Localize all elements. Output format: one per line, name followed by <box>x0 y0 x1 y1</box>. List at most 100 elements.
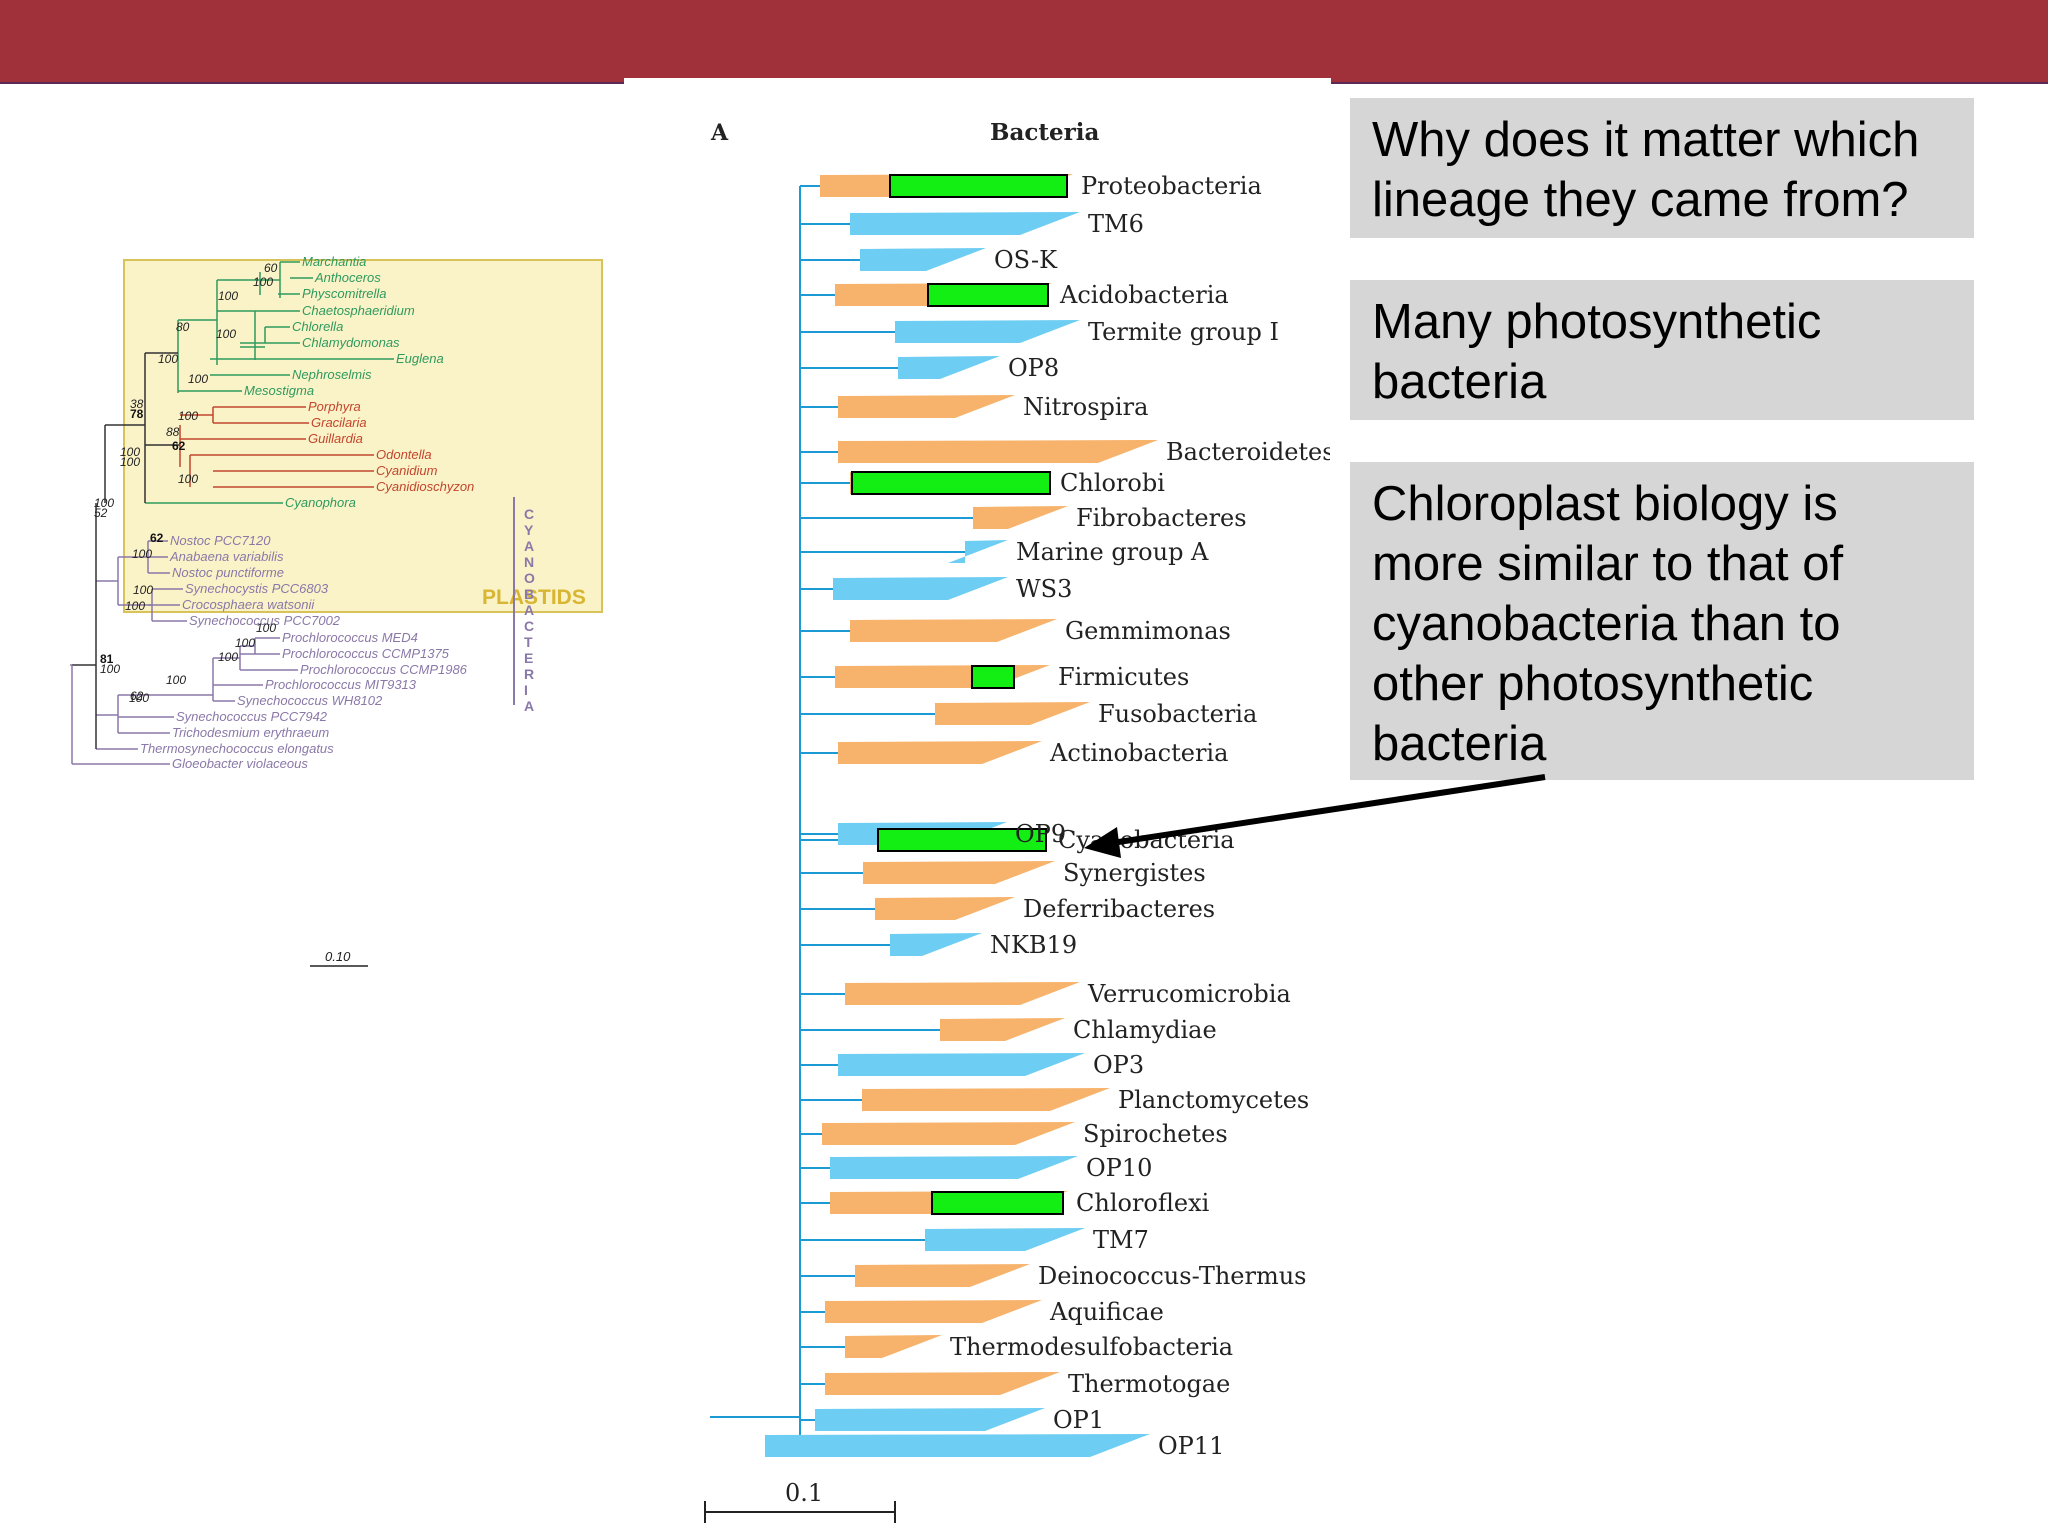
taxon-label: Firmicutes <box>1058 663 1189 691</box>
small-taxon-label: Trichodesmium erythraeum <box>172 725 329 740</box>
clade-wedge <box>935 702 1090 725</box>
taxon-label: Thermodesulfobacteria <box>950 1333 1233 1361</box>
clade-wedge <box>822 1122 1075 1145</box>
small-taxon-label: Nostoc punctiforme <box>172 565 284 580</box>
small-taxon-label: Chlamydomonas <box>302 335 400 350</box>
taxon-label: Acidobacteria <box>1059 281 1229 309</box>
small-taxon-label: Prochlorococcus CCMP1375 <box>282 646 450 661</box>
bootstrap-value: 100 <box>256 621 276 635</box>
clade-wedge <box>825 1300 1042 1323</box>
small-taxon-label: Anabaena variabilis <box>169 549 284 564</box>
callout-photosynthetic-bacteria: Many photosynthetic bacteria <box>1350 280 1974 420</box>
taxon-label: OS-K <box>994 246 1058 274</box>
clade-wedge <box>845 1335 942 1358</box>
bootstrap-value: 100 <box>235 636 255 650</box>
taxon-label: Verrucomicrobia <box>1087 980 1291 1008</box>
bootstrap-value: 88 <box>166 425 180 439</box>
taxon-label: Aquificae <box>1049 1298 1164 1326</box>
taxon-label: Thermotogae <box>1068 1370 1230 1398</box>
clade-wedge <box>898 356 1000 379</box>
small-taxon-label: Porphyra <box>308 399 361 414</box>
tree-title: Bacteria <box>990 119 1099 146</box>
clade-wedge <box>890 933 982 956</box>
small-taxon-label: Chlorella <box>292 319 343 334</box>
taxon-label: Chlamydiae <box>1073 1016 1217 1044</box>
clade-wedge <box>860 248 986 271</box>
main-scale-label: 0.1 <box>785 1479 823 1507</box>
bootstrap-value: 100 <box>129 691 149 705</box>
bootstrap-value: 100 <box>166 673 186 687</box>
small-taxon-label: Cyanidioschyzon <box>376 479 474 494</box>
taxon-label: Spirochetes <box>1083 1120 1228 1148</box>
clade-wedge <box>815 1408 1045 1431</box>
bootstrap-value: 100 <box>133 583 153 597</box>
taxon-label: Synergistes <box>1063 859 1206 887</box>
bootstrap-value: 100 <box>178 409 198 423</box>
taxon-label: Fibrobacteres <box>1076 504 1247 532</box>
small-taxon-label: Chaetosphaeridium <box>302 303 415 318</box>
taxon-label: WS3 <box>1016 575 1072 603</box>
taxon-label: Fusobacteria <box>1098 700 1257 728</box>
taxon-label: Termite group I <box>1088 318 1279 346</box>
photosynthetic-marker <box>931 1191 1064 1215</box>
clade-wedge <box>855 1264 1030 1287</box>
small-taxon-label: Marchantia <box>302 254 366 269</box>
taxon-label: Deferribacteres <box>1023 895 1215 923</box>
bootstrap-value: 100 <box>218 650 238 664</box>
clade-wedge <box>940 1018 1065 1041</box>
taxon-label: Gemmimonas <box>1065 617 1231 645</box>
clade-wedge <box>862 1088 1110 1111</box>
bootstrap-value: 100 <box>125 599 145 613</box>
clade-wedge <box>825 1372 1060 1395</box>
bootstrap-value: 100 <box>120 445 140 459</box>
header-notch <box>624 78 1331 86</box>
small-taxon-label: Synechocystis PCC6803 <box>185 581 329 596</box>
photosynthetic-marker <box>851 471 1051 495</box>
cyanobacteria-letter: R <box>524 666 534 682</box>
bootstrap-value: 80 <box>176 320 190 334</box>
cyanobacteria-letter: B <box>524 586 534 602</box>
small-taxon-label: Prochlorococcus MIT9313 <box>265 677 417 692</box>
bootstrap-value: 100 <box>132 547 152 561</box>
small-taxon-label: Thermosynechococcus elongatus <box>140 741 334 756</box>
small-taxon-label: Physcomitrella <box>302 286 387 301</box>
small-taxon-label: Odontella <box>376 447 432 462</box>
clade-wedge <box>838 395 1015 418</box>
taxon-label: Chlorobi <box>1060 469 1165 497</box>
cyanobacteria-letter: O <box>524 570 535 586</box>
cyanobacteria-letter: A <box>524 602 534 618</box>
cyanobacteria-letter: I <box>524 682 528 698</box>
taxon-label: Cyanobacteria <box>1058 826 1235 854</box>
plastids-label: PLASTIDS <box>482 586 586 609</box>
small-taxon-label: Cyanophora <box>285 495 356 510</box>
bootstrap-value: 100 <box>188 372 208 386</box>
clade-wedge <box>838 741 1042 764</box>
bootstrap-value: 62 <box>150 531 164 545</box>
small-taxon-label: Mesostigma <box>244 383 314 398</box>
taxon-label: Chloroflexi <box>1076 1189 1210 1217</box>
clade-wedge <box>863 861 1055 884</box>
taxon-label: OP11 <box>1158 1432 1224 1460</box>
main-scale-bar <box>704 1501 896 1523</box>
clade-wedge <box>838 440 1158 463</box>
cyanobacteria-letter: C <box>524 506 534 522</box>
plastids-box <box>123 259 603 613</box>
taxon-label: Marine group A <box>1016 538 1209 566</box>
small-scale-label: 0.10 <box>325 949 351 964</box>
bootstrap-value: 100 <box>253 275 273 289</box>
clade-wedge <box>830 1156 1078 1179</box>
small-taxon-label: Gloeobacter violaceous <box>172 756 308 771</box>
taxon-label: OP8 <box>1008 354 1059 382</box>
taxon-label: TM6 <box>1088 210 1144 238</box>
small-taxon-label: Guillardia <box>308 431 363 446</box>
cyanobacteria-letter: N <box>524 554 534 570</box>
taxon-label: OP10 <box>1086 1154 1152 1182</box>
taxon-label: OP9 <box>1015 820 1066 848</box>
small-taxon-label: Gracilaria <box>311 415 367 430</box>
bootstrap-value: 100 <box>94 496 114 510</box>
small-taxon-label: Nostoc PCC7120 <box>170 533 271 548</box>
main-tree-clades <box>765 174 1158 1457</box>
